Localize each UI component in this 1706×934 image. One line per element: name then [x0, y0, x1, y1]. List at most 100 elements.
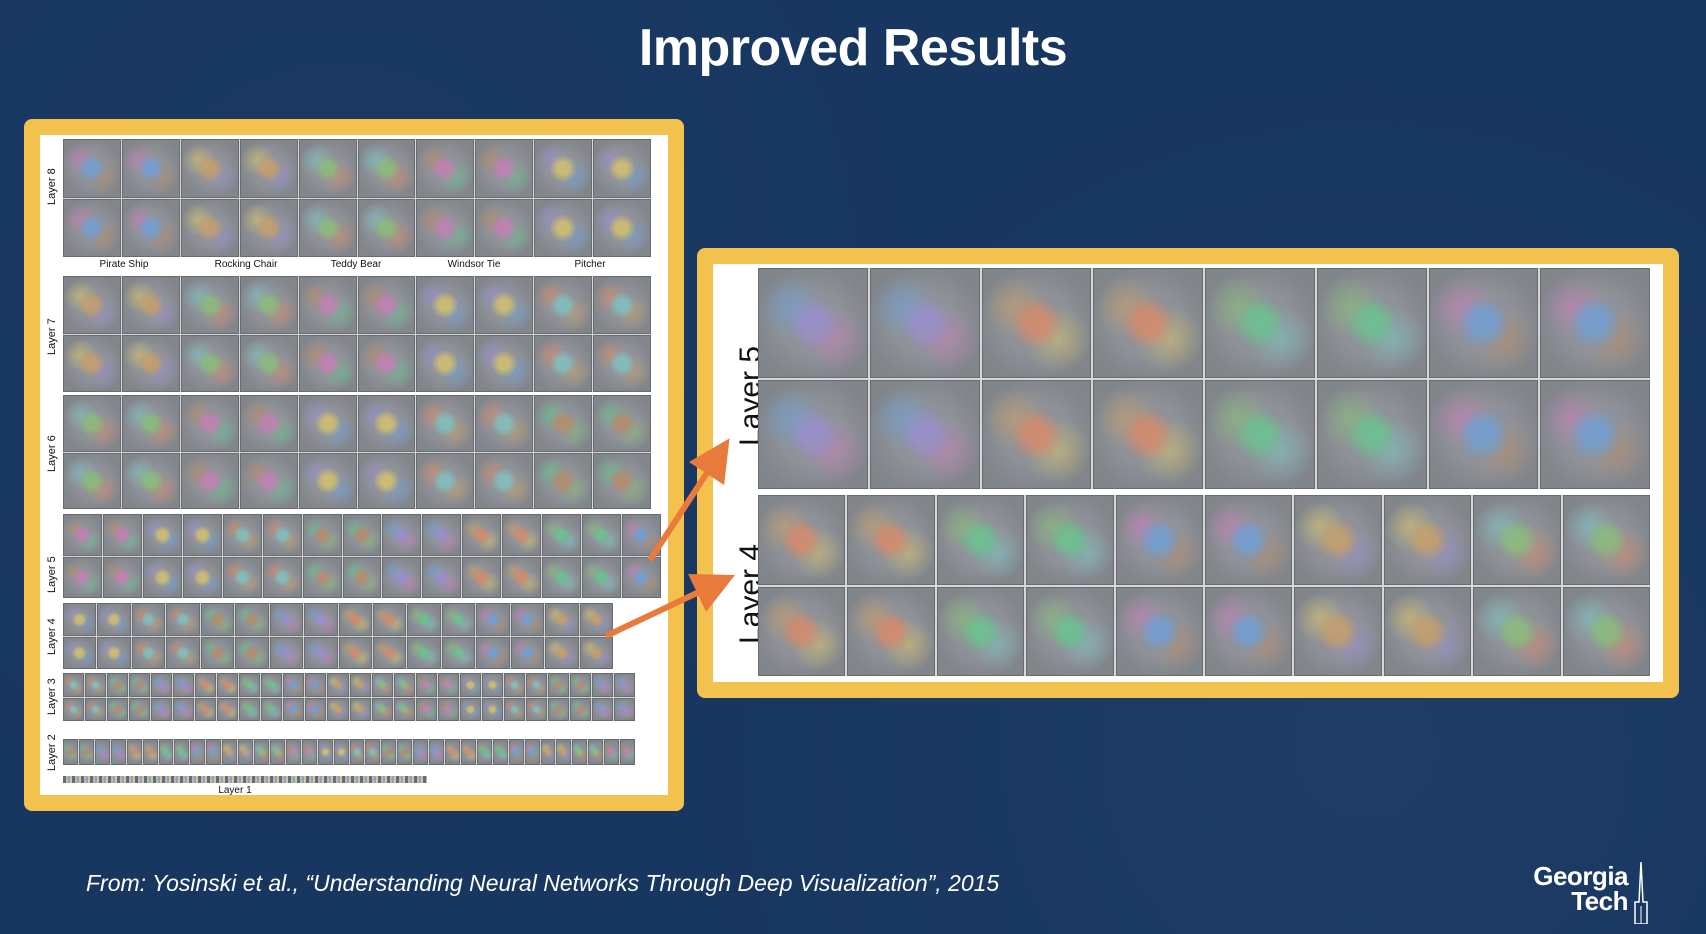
feature-visualization-tile: [582, 514, 622, 556]
feature-visualization-tile: [1026, 495, 1114, 585]
layer-5-grid: [63, 514, 661, 598]
feature-visualization-tile: [481, 673, 503, 697]
feature-visualization-tile: [365, 739, 381, 765]
feature-visualization-tile: [579, 636, 613, 669]
feature-visualization-tile: [298, 276, 357, 334]
class-label-teddy-bear: Teddy Bear: [330, 259, 382, 270]
feature-visualization-tile: [545, 603, 579, 636]
feature-visualization-tile: [1562, 495, 1650, 585]
feature-visualization-tile: [195, 697, 217, 721]
feature-visualization-tile: [261, 673, 283, 697]
feature-visualization-tile: [342, 556, 382, 598]
feature-visualization-tile: [298, 395, 357, 452]
feature-visualization-tile: [302, 556, 342, 598]
feature-visualization-tile: [239, 139, 298, 198]
feature-visualization-tile: [415, 673, 437, 697]
feature-visualization-tile: [1428, 379, 1539, 489]
feature-visualization-tile: [142, 556, 182, 598]
feature-visualization-tile: [758, 268, 868, 378]
feature-visualization-tile: [547, 673, 569, 697]
feature-visualization-tile: [569, 673, 591, 697]
feature-visualization-tile: [239, 276, 298, 334]
feature-visualization-tile: [1383, 495, 1472, 585]
feature-visualization-tile: [622, 556, 661, 598]
feature-visualization-tile: [126, 739, 142, 765]
feature-visualization-tile: [121, 276, 180, 334]
feature-visualization-tile: [63, 334, 121, 392]
feature-visualization-tile: [107, 697, 129, 721]
feature-visualization-tile: [269, 603, 304, 636]
feature-visualization-tile: [510, 636, 545, 669]
feature-visualization-tile: [85, 697, 107, 721]
feature-visualization-tile: [593, 276, 651, 334]
right-figure: Layer 5 Layer 4: [713, 264, 1663, 682]
feature-visualization-tile: [382, 514, 422, 556]
feature-visualization-tile: [121, 452, 180, 509]
feature-visualization-tile: [1473, 495, 1561, 585]
feature-visualization-tile: [239, 673, 261, 697]
feature-visualization-tile: [462, 556, 502, 598]
feature-visualization-tile: [190, 739, 206, 765]
layer-1-strip: [63, 776, 427, 783]
feature-visualization-tile: [534, 139, 593, 198]
feature-visualization-tile: [1026, 586, 1114, 676]
feature-visualization-tile: [338, 603, 372, 636]
feature-visualization-tile: [142, 739, 158, 765]
feature-visualization-tile: [620, 739, 635, 765]
feature-visualization-tile: [416, 198, 475, 257]
feature-visualization-tile: [166, 636, 200, 669]
feature-visualization-tile: [503, 673, 525, 697]
feature-visualization-tile: [97, 603, 131, 636]
feature-visualization-tile: [305, 673, 327, 697]
feature-visualization-tile: [107, 673, 129, 697]
feature-visualization-tile: [475, 334, 534, 392]
left-figure: Layer 8 Pirate Ship Rocking Chair Teddy …: [40, 135, 668, 796]
feature-visualization-tile: [158, 739, 174, 765]
feature-visualization-tile: [503, 697, 525, 721]
feature-visualization-tile: [547, 697, 569, 721]
feature-visualization-tile: [357, 276, 416, 334]
feature-visualization-tile: [534, 276, 593, 334]
feature-visualization-tile: [180, 198, 239, 257]
feature-visualization-tile: [475, 395, 534, 452]
feature-visualization-tile: [180, 276, 239, 334]
feature-visualization-tile: [333, 739, 349, 765]
feature-visualization-tile: [1540, 268, 1650, 378]
slide-title: Improved Results: [638, 19, 1068, 77]
feature-visualization-tile: [129, 673, 151, 697]
feature-visualization-tile: [357, 395, 416, 452]
feature-visualization-tile: [142, 514, 182, 556]
feature-visualization-tile: [407, 603, 441, 636]
feature-visualization-tile: [327, 673, 349, 697]
feature-visualization-tile: [182, 514, 222, 556]
feature-visualization-tile: [502, 556, 542, 598]
feature-visualization-tile: [283, 697, 305, 721]
feature-visualization-tile: [301, 739, 317, 765]
feature-visualization-tile: [182, 556, 222, 598]
feature-visualization-tile: [1093, 379, 1203, 489]
feature-visualization-tile: [239, 452, 298, 509]
layer-4-grid: [63, 603, 613, 669]
feature-visualization-tile: [180, 395, 239, 452]
layer-2-grid: [63, 739, 635, 765]
georgia-tech-logo: Georgia Tech: [1500, 863, 1628, 914]
feature-visualization-tile: [413, 739, 429, 765]
feature-visualization-tile: [869, 379, 980, 489]
feature-visualization-tile: [102, 556, 142, 598]
feature-visualization-tile: [524, 739, 540, 765]
feature-visualization-tile: [173, 697, 195, 721]
layer-8-grid: [63, 139, 651, 257]
feature-visualization-tile: [593, 395, 651, 452]
feature-visualization-tile: [393, 673, 415, 697]
feature-visualization-tile: [416, 452, 475, 509]
feature-visualization-tile: [847, 586, 935, 676]
feature-visualization-tile: [613, 673, 635, 697]
feature-visualization-tile: [445, 739, 460, 765]
feature-visualization-tile: [269, 739, 285, 765]
feature-visualization-tile: [572, 739, 588, 765]
class-label-windsor-tie: Windsor Tie: [447, 259, 501, 270]
tech-tower-spire-icon: [1634, 862, 1648, 924]
feature-visualization-tile: [936, 586, 1025, 676]
feature-visualization-tile: [63, 673, 85, 697]
